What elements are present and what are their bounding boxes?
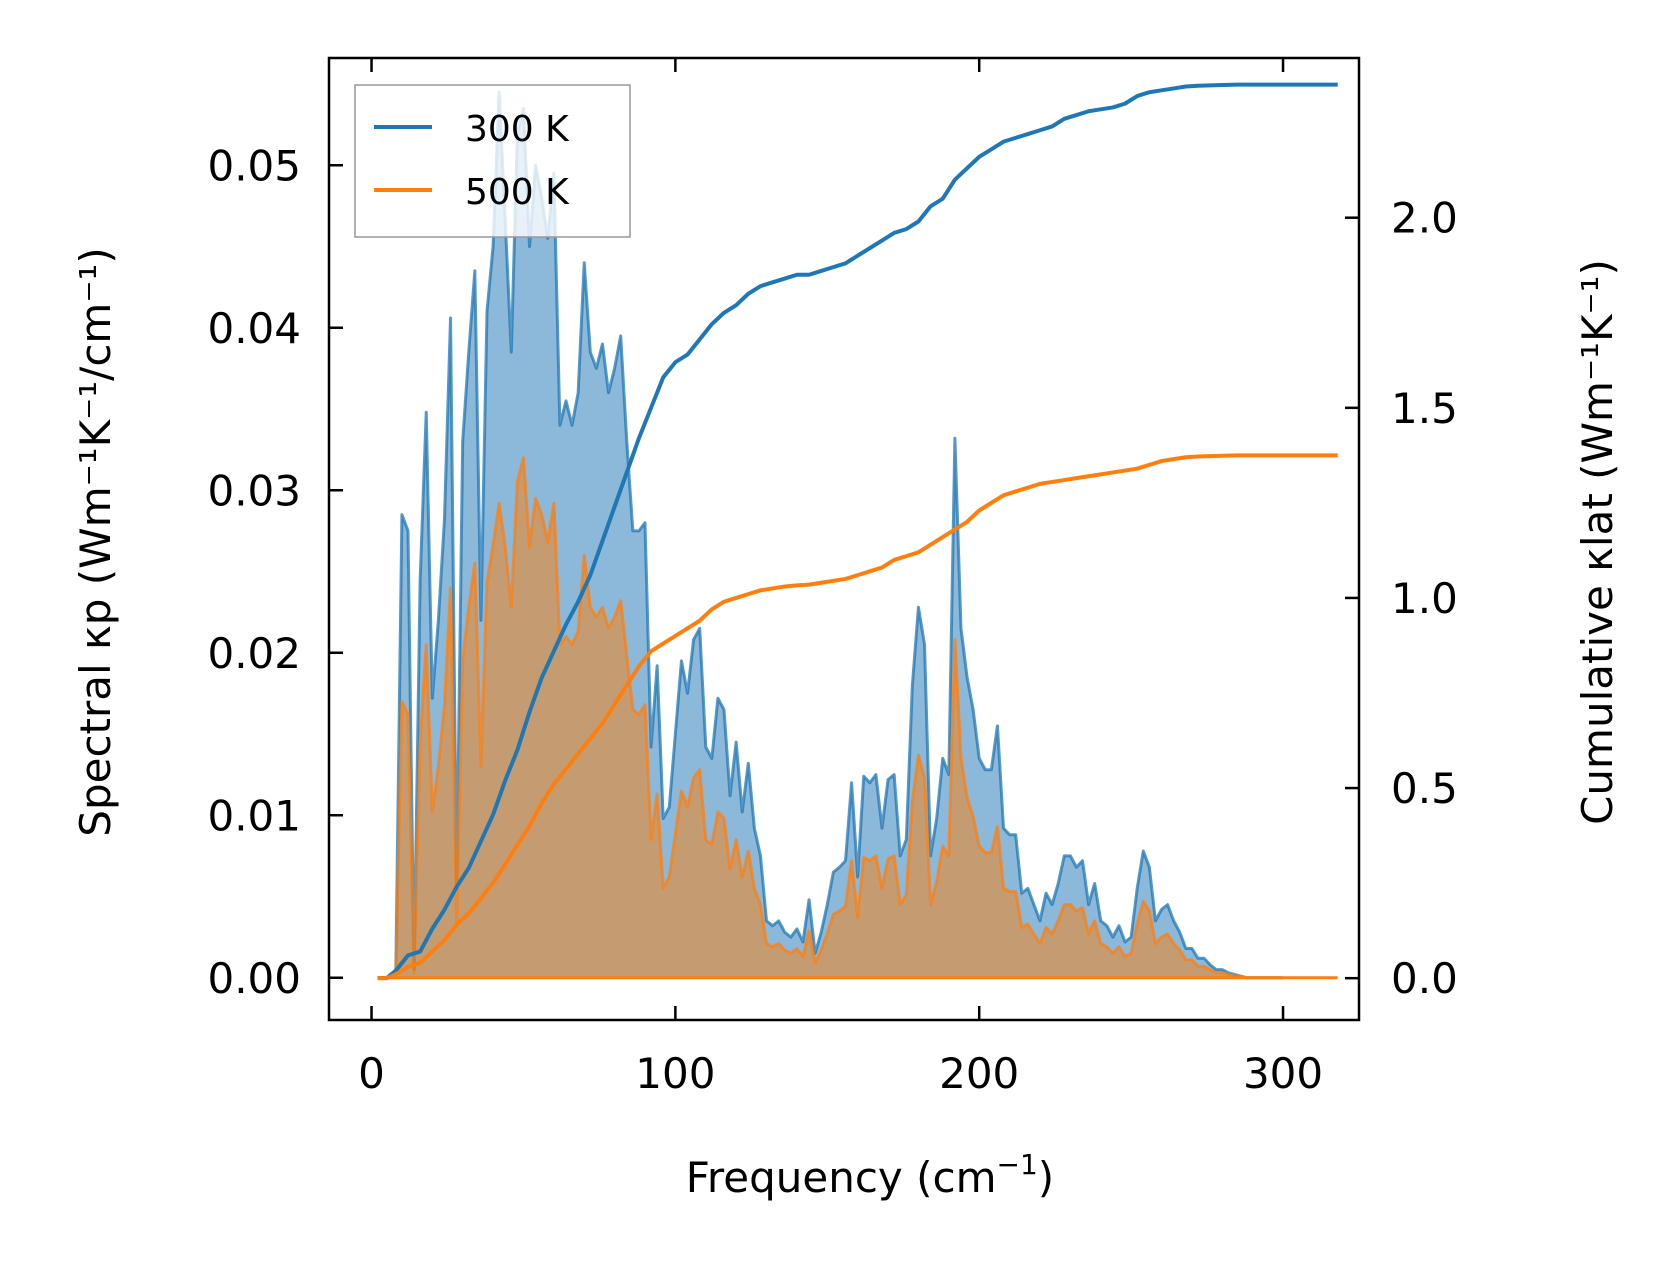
y-tick-label-right: 0.0 xyxy=(1391,954,1458,1003)
legend-label-300k: 300 K xyxy=(465,109,570,150)
y-tick-label-right: 1.5 xyxy=(1391,384,1458,433)
x-tick-label: 200 xyxy=(939,1049,1019,1098)
spectral-fill-areas xyxy=(377,92,1338,978)
axis-ticks: 0 100 200 300 0.00 0.01 0.02 0.03 0.04 0.05 0.0 0.5… xyxy=(207,58,1458,1098)
y-tick-label-left: 0.01 xyxy=(207,791,301,840)
data-lines xyxy=(377,82,1338,981)
x-axis-label: Frequency (cm−1) xyxy=(686,1148,1054,1202)
x-tick-label: 100 xyxy=(635,1049,715,1098)
x-tick-label: 0 xyxy=(358,1049,385,1098)
y-tick-label-right: 1.0 xyxy=(1391,574,1458,623)
legend: 300 K 500 K xyxy=(354,84,631,238)
x-axis-label-tail: ) xyxy=(1038,1153,1054,1202)
y-tick-label-left: 0.05 xyxy=(207,141,301,190)
y-axis-label-right: Cumulative κlat (Wm⁻¹K⁻¹) xyxy=(1573,259,1622,825)
y-tick-label-right: 0.5 xyxy=(1391,764,1458,813)
x-axis-label-sup: −1 xyxy=(997,1148,1038,1181)
cumulative-line-300k xyxy=(377,82,1338,981)
spectral-line-300k xyxy=(377,90,1284,980)
y-tick-label-left: 0.04 xyxy=(207,304,301,353)
plot-frame xyxy=(327,56,1361,1022)
legend-label-500k: 500 K xyxy=(465,172,570,213)
spectral-line-500k xyxy=(377,456,1284,980)
x-tick-label: 300 xyxy=(1243,1049,1323,1098)
spectral-fill-500k xyxy=(377,457,1338,978)
y-axis-label-left: Spectral κp (Wm⁻¹K⁻¹/cm⁻¹) xyxy=(71,247,120,836)
y-tick-label-right: 2.0 xyxy=(1391,194,1458,243)
y-tick-label-left: 0.02 xyxy=(207,629,301,678)
legend-box xyxy=(354,84,631,238)
x-axis-label-main: Frequency (cm xyxy=(686,1153,997,1202)
y-tick-label-left: 0.03 xyxy=(207,466,301,515)
cumulative-line-500k xyxy=(377,453,1338,981)
y-tick-label-left: 0.00 xyxy=(207,954,301,1003)
